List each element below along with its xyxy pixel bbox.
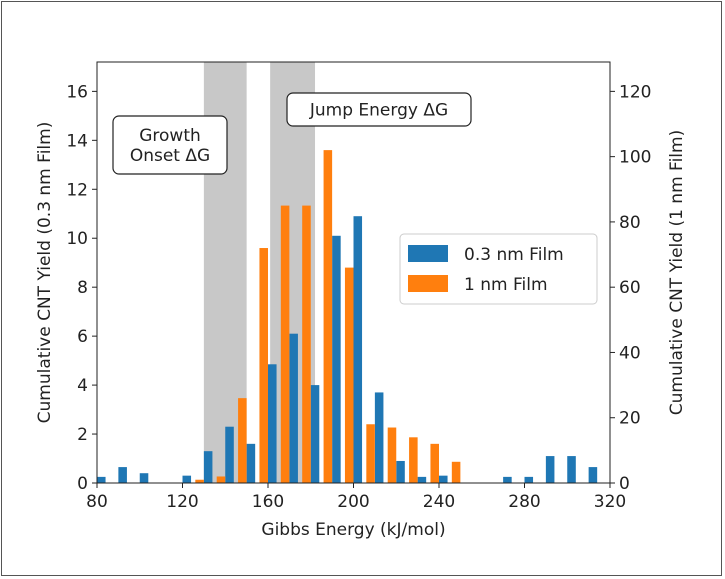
bar-0-3nm-102 (139, 473, 149, 483)
x-tick-label: 200 (337, 492, 369, 512)
y-tick-label-right: 100 (619, 148, 651, 168)
bar-0-3nm-272 (503, 476, 512, 483)
x-tick-label: 240 (423, 492, 455, 512)
y-tick-label-right: 20 (619, 409, 641, 429)
bar-1nm-148 (238, 398, 247, 483)
y-tick-label-right: 60 (619, 278, 641, 298)
bar-0-3nm-222 (396, 460, 405, 483)
x-tick-label: 160 (252, 492, 284, 512)
bar-0-3nm-182 (310, 385, 320, 483)
annotation-box-1 (112, 115, 228, 175)
legend-swatch-2 (408, 275, 448, 292)
y-tick-label-right: 0 (619, 474, 630, 494)
bar-1nm-128 (195, 479, 204, 483)
bar-1nm-188 (323, 150, 333, 483)
x-tick-label: 120 (166, 492, 198, 512)
legend-swatch-1 (408, 245, 448, 262)
bar-0-3nm-232 (417, 476, 427, 483)
annotation-text-2: Jump Energy ΔG (309, 101, 448, 121)
annotation-text-1: Growth Onset ΔG (130, 126, 210, 166)
bar-0-3nm-192 (332, 235, 341, 483)
bar-0-3nm-242 (439, 475, 448, 483)
y-tick-label-right: 80 (619, 213, 641, 233)
bar-0-3nm-92 (118, 467, 127, 483)
bar-0-3nm-172 (289, 333, 298, 483)
bar-0-3nm-312 (588, 467, 598, 483)
annotation-box-2 (286, 92, 472, 127)
x-tick-label: 320 (594, 492, 626, 512)
bar-1nm-138 (216, 476, 226, 483)
legend-label-1: 0.3 nm Film (464, 245, 564, 265)
y-tick-label-left: 14 (66, 131, 88, 151)
y-tick-label-left: 8 (77, 278, 88, 298)
y-tick-label-left: 0 (77, 474, 88, 494)
bar-1nm-228 (409, 437, 418, 483)
bar-0-3nm-282 (524, 476, 534, 483)
bar-0-3nm-132 (203, 451, 213, 483)
bar-1nm-198 (344, 267, 354, 483)
x-axis-label: Gibbs Energy (kJ/mol) (261, 520, 445, 540)
bar-0-3nm-292 (545, 456, 555, 483)
bar-1nm-158 (259, 248, 268, 483)
y-axis-label-right: Cumulative CNT Yield (1 nm Film) (667, 130, 687, 415)
y-tick-label-left: 16 (66, 82, 88, 102)
bar-0-3nm-202 (353, 216, 363, 483)
bar-1nm-238 (430, 443, 439, 483)
y-tick-label-left: 4 (77, 376, 88, 396)
bar-1nm-168 (280, 205, 290, 483)
y-tick-label-left: 12 (66, 180, 88, 200)
bar-0-3nm-212 (374, 392, 384, 483)
y-tick-label-left: 2 (77, 425, 88, 445)
bar-0-3nm-82 (97, 476, 106, 483)
bar-1nm-178 (302, 205, 311, 483)
x-tick-label: 280 (508, 492, 540, 512)
y-tick-label-right: 120 (619, 82, 651, 102)
bar-0-3nm-152 (246, 443, 256, 483)
bar-0-3nm-122 (182, 475, 192, 483)
y-axis-label-left: Cumulative CNT Yield (0.3 nm Film) (35, 122, 55, 424)
y-tick-label-left: 6 (77, 327, 88, 347)
bar-0-3nm-142 (225, 426, 234, 483)
bar-1nm-248 (451, 461, 461, 483)
bar-1nm-208 (366, 424, 375, 483)
y-tick-label-right: 40 (619, 343, 641, 363)
bar-1nm-218 (387, 427, 397, 483)
y-tick-label-left: 10 (66, 229, 88, 249)
legend-label-2: 1 nm Film (464, 275, 548, 295)
bar-0-3nm-302 (567, 456, 576, 483)
x-tick-label: 80 (86, 492, 108, 512)
bar-0-3nm-162 (268, 364, 277, 483)
legend-box (399, 233, 598, 305)
